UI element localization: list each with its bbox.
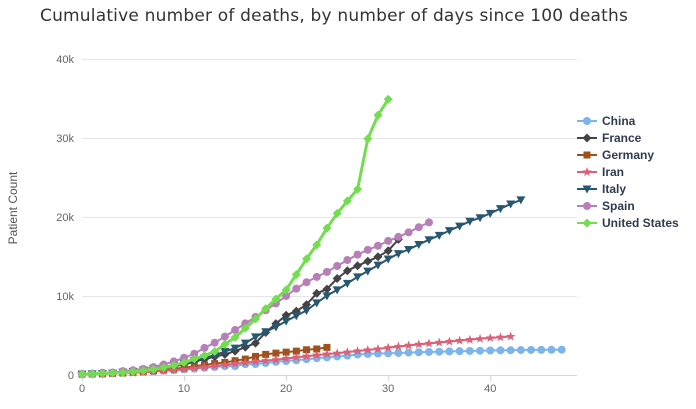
svg-text:10: 10 (178, 383, 190, 395)
legend-marker-france-icon (577, 133, 597, 142)
svg-text:40k: 40k (56, 54, 74, 66)
legend-item-france[interactable]: France (576, 129, 679, 146)
legend-item-italy[interactable]: Italy (576, 180, 679, 197)
svg-text:30k: 30k (56, 133, 74, 145)
legend-marker-iran-icon (577, 166, 597, 176)
legend-item-spain[interactable]: Spain (576, 197, 679, 214)
chart-title: Cumulative number of deaths, by number o… (40, 6, 629, 26)
legend-label: United States (602, 215, 679, 230)
legend-item-iran[interactable]: Iran (576, 163, 679, 180)
legend-marker-germany-icon (577, 151, 597, 158)
svg-text:30: 30 (382, 383, 394, 395)
legend-label: China (602, 113, 636, 128)
svg-text:0: 0 (79, 383, 85, 395)
legend-marker-spain-icon (577, 201, 597, 210)
legend-item-united-states[interactable]: United States (576, 214, 679, 231)
legend-label: France (602, 130, 642, 145)
svg-text:10k: 10k (56, 291, 74, 303)
legend-item-china[interactable]: China (576, 112, 679, 129)
svg-text:40: 40 (484, 383, 496, 395)
legend-item-germany[interactable]: Germany (576, 146, 679, 163)
svg-text:0: 0 (68, 370, 74, 382)
legend-label: Germany (602, 147, 655, 162)
legend-marker-united-states-icon (577, 218, 597, 227)
svg-text:20: 20 (280, 383, 292, 395)
legend-label: Iran (602, 164, 625, 179)
legend-marker-china-icon (577, 116, 597, 125)
legend: China France Germany Iran Italy Spain Un… (576, 112, 679, 231)
legend-label: Spain (602, 198, 635, 213)
legend-marker-italy-icon (577, 185, 597, 193)
svg-text:20k: 20k (56, 212, 74, 224)
legend-label: Italy (602, 181, 627, 196)
